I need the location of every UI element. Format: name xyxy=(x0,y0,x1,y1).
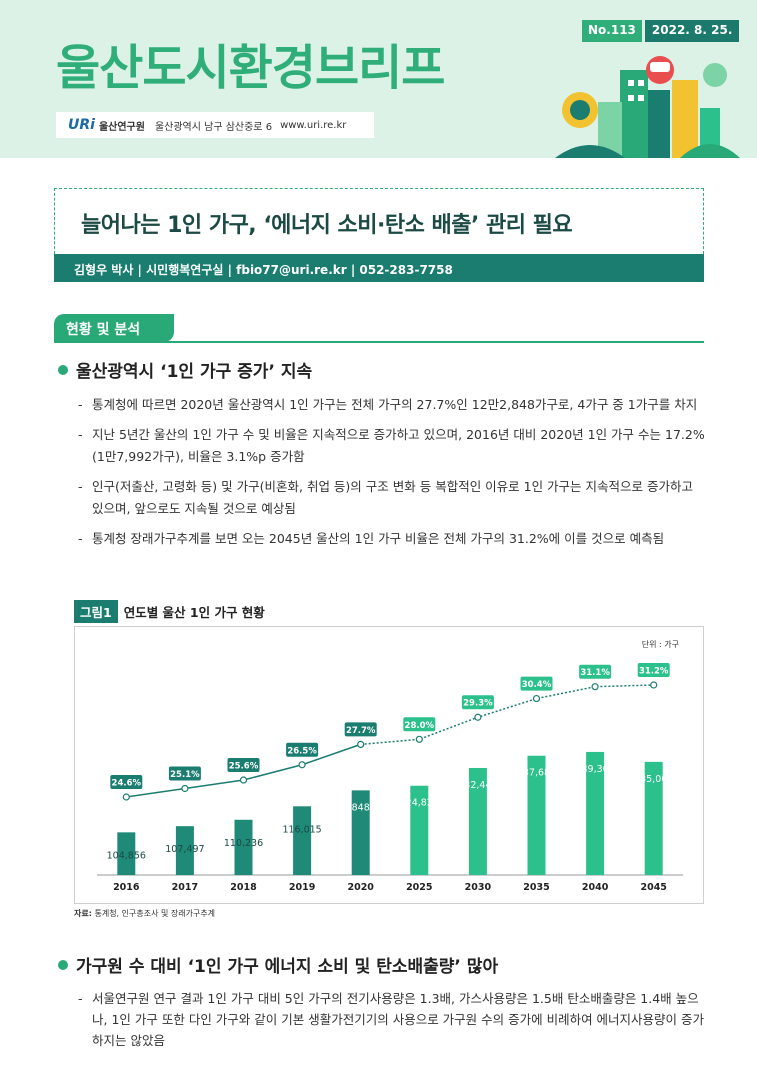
ratio-label: 25.6% xyxy=(229,762,259,772)
x-tick-label: 2040 xyxy=(582,882,609,893)
ratio-label: 28.0% xyxy=(405,721,435,731)
subsection-heading-2: 가구원 수 대비 ‘1인 가구 에너지 소비 및 탄소배출량’ 많아 xyxy=(58,952,498,977)
ratio-point xyxy=(298,761,306,769)
ratio-label-box xyxy=(579,664,612,679)
bar xyxy=(644,761,663,875)
bullet-dot xyxy=(58,960,68,970)
bullet-list-1: 통계청에 따르면 2020년 울산광역시 1인 가구는 전체 가구의 27.7%… xyxy=(78,394,706,558)
list-item: 통계청 장래가구추계를 보면 오는 2045년 울산의 1인 가구 비율은 전체… xyxy=(78,528,706,550)
bar xyxy=(468,767,487,875)
ratio-point xyxy=(239,776,248,784)
source-label: 자료: xyxy=(74,909,92,918)
source-text: 통계청, 인구총조사 및 장래가구추계 xyxy=(94,909,216,918)
headline-box: 늘어나는 1인 가구, ‘에너지 소비·탄소 배출’ 관리 필요 xyxy=(54,188,704,254)
issue-info: No.113 2022. 8. 25. xyxy=(582,20,740,42)
ratio-label: 31.1% xyxy=(580,668,610,678)
ratio-point xyxy=(650,681,658,689)
ratio-label-box xyxy=(110,775,143,789)
ratio-label: 26.5% xyxy=(287,746,317,756)
masthead: 울산도시환경브리프 No.113 2022. 8. 25. URi 울산연구원 … xyxy=(0,0,757,158)
city-illustration xyxy=(555,56,740,158)
publication-title: 울산도시환경브리프 xyxy=(56,40,445,96)
x-tick-label: 2018 xyxy=(230,882,257,893)
ratio-label: 27.7% xyxy=(346,726,376,736)
ratio-label-box xyxy=(403,717,436,732)
bar xyxy=(117,832,136,875)
ratio-label-box xyxy=(344,722,377,737)
x-tick-label: 2020 xyxy=(347,882,374,893)
ratio-label-box xyxy=(520,676,553,691)
figure-label: 그림1 연도별 울산 1인 가구 현황 xyxy=(74,600,265,623)
bar xyxy=(351,790,370,875)
section-label: 현황 및 분석 xyxy=(54,314,174,342)
list-item: 서울연구원 연구 결과 1인 가구 대비 5인 가구의 전기사용량은 1.3배,… xyxy=(78,988,706,1051)
ratio-label-box xyxy=(461,695,494,710)
section-divider xyxy=(54,341,704,343)
bar-value-label: 139,308 xyxy=(575,764,614,775)
org-url[interactable]: www.uri.re.kr xyxy=(280,119,347,131)
bar xyxy=(527,755,546,875)
ratio-point xyxy=(122,793,130,801)
ratio-label: 30.4% xyxy=(522,680,552,690)
bar-value-label: 132,440 xyxy=(458,780,497,791)
ratio-label-box xyxy=(637,663,670,677)
figure-source: 자료: 통계청, 인구총조사 및 장래가구추계 xyxy=(74,908,215,919)
issue-number: No.113 xyxy=(582,20,642,42)
ratio-point xyxy=(415,735,423,743)
list-item: 인구(저출산, 고령화 등) 및 가구(비혼화, 취업 등)의 구조 변화 등 … xyxy=(78,476,706,520)
org-logo: URi xyxy=(68,117,95,133)
ratio-point xyxy=(532,694,541,703)
list-item: 통계청에 따르면 2020년 울산광역시 1인 가구는 전체 가구의 27.7%… xyxy=(78,394,706,416)
bar-line-chart: 단위 : 가구 104,856 2016 107,497 2017 110,236 2018… xyxy=(97,639,683,893)
bar xyxy=(234,819,253,875)
x-tick-label: 2030 xyxy=(465,882,492,893)
x-tick-label: 2019 xyxy=(289,882,315,893)
bar xyxy=(293,806,312,875)
figure-title: 연도별 울산 1인 가구 현황 xyxy=(123,605,265,620)
chart-unit-label: 단위 : 가구 xyxy=(642,639,679,649)
ratio-label-box xyxy=(227,758,260,773)
ratio-label: 25.1% xyxy=(170,770,200,780)
bar-value-label: 848 xyxy=(352,802,370,813)
ratio-label-box xyxy=(168,766,201,781)
headline: 늘어나는 1인 가구, ‘에너지 소비·탄소 배출’ 관리 필요 xyxy=(81,213,573,238)
bullet-dot xyxy=(58,365,68,375)
subsection-title: 울산광역시 ‘1인 가구 증가’ 지속 xyxy=(76,362,313,382)
author-bar: 김형우 박사 | 시민행복연구실 | fbio77@uri.re.kr | 05… xyxy=(54,254,704,282)
issue-date: 2022. 8. 25. xyxy=(644,20,740,42)
chart-container: 단위 : 가구 104,856 2016 107,497 2017 110,236 2018… xyxy=(74,626,704,904)
org-name: 울산연구원 xyxy=(98,121,145,133)
bar-value-label: 110,236 xyxy=(224,838,263,849)
ratio-point xyxy=(474,713,482,721)
ratio-label-box xyxy=(286,742,319,757)
ratio-point xyxy=(591,683,599,691)
org-address: 울산광역시 남구 삼산중로 6 xyxy=(154,121,273,133)
ratio-label: 24.6% xyxy=(112,779,142,789)
ratio-label: 29.3% xyxy=(463,699,493,709)
x-tick-label: 2016 xyxy=(113,882,140,893)
subsection-title: 가구원 수 대비 ‘1인 가구 에너지 소비 및 탄소배출량’ 많아 xyxy=(76,957,499,977)
x-tick-label: 2045 xyxy=(640,882,666,893)
x-tick-label: 2017 xyxy=(172,882,198,893)
bar-value-label: 124,825 xyxy=(400,798,439,809)
organization-bar: URi 울산연구원 울산광역시 남구 삼산중로 6 www.uri.re.kr xyxy=(56,112,374,138)
bullet-list-2: 서울연구원 연구 결과 1인 가구 대비 5인 가구의 전기사용량은 1.3배,… xyxy=(78,988,706,1059)
ratio-line-projected xyxy=(360,684,654,746)
bar xyxy=(175,826,194,875)
bar-value-label: 135,062 xyxy=(634,774,673,785)
figure-number: 그림1 xyxy=(74,600,118,623)
ratio-point xyxy=(357,740,365,748)
ratio-point xyxy=(181,784,189,793)
list-item: 지난 5년간 울산의 1인 가구 수 및 비율은 지속적으로 증가하고 있으며,… xyxy=(78,424,706,468)
bar xyxy=(586,751,605,875)
x-tick-label: 2025 xyxy=(406,882,432,893)
bar xyxy=(410,785,429,875)
bar-value-label: 137,686 xyxy=(517,768,556,779)
bar-value-label: 104,856 xyxy=(107,850,146,861)
x-tick-label: 2035 xyxy=(523,882,549,893)
subsection-heading-1: 울산광역시 ‘1인 가구 증가’ 지속 xyxy=(58,357,312,382)
ratio-label: 31.2% xyxy=(639,667,669,677)
bar-value-label: 107,497 xyxy=(165,844,204,855)
bar-value-label: 116,015 xyxy=(282,824,321,835)
